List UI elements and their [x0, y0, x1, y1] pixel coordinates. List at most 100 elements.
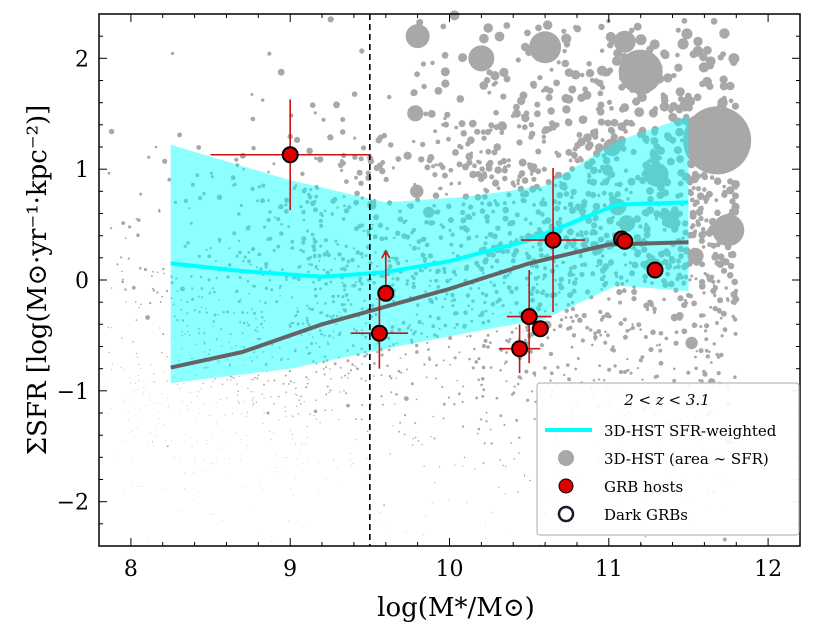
galaxy-point: [429, 254, 434, 259]
median-line: [170, 240, 689, 370]
galaxy-point: [454, 125, 459, 130]
galaxy-point: [343, 208, 350, 214]
galaxy-point: [328, 334, 331, 338]
galaxy-point: [346, 359, 350, 363]
galaxy-point: [425, 376, 428, 379]
galaxy-point: [239, 152, 246, 159]
galaxy-point: [650, 329, 656, 336]
galaxy-point: [477, 160, 482, 165]
galaxy-point: [483, 187, 488, 192]
galaxy-point: [555, 264, 559, 268]
galaxy-point: [217, 425, 218, 426]
grb-marker: [370, 324, 388, 342]
galaxy-point: [153, 381, 155, 383]
galaxy-point: [675, 27, 681, 33]
galaxy-point: [456, 95, 465, 103]
galaxy-point: [593, 150, 601, 158]
galaxy-point: [391, 166, 395, 170]
galaxy-point: [668, 112, 678, 122]
grb-host: [350, 297, 409, 369]
grb-host: [521, 168, 585, 313]
galaxy-point: [279, 294, 282, 297]
galaxy-point: [140, 367, 142, 369]
galaxy-point: [634, 107, 645, 117]
galaxy-point: [443, 402, 446, 406]
galaxy-point: [415, 343, 419, 348]
galaxy-point: [330, 378, 333, 380]
galaxy-point: [134, 382, 136, 384]
galaxy-point: [352, 327, 356, 331]
galaxy-point: [318, 345, 321, 348]
grb-host: [506, 270, 552, 364]
galaxy-point: [361, 363, 363, 365]
galaxy-point: [662, 211, 680, 229]
galaxy-point: [110, 227, 113, 230]
galaxy-point: [719, 81, 729, 91]
galaxy-point: [549, 67, 554, 72]
galaxy-point: [248, 292, 250, 295]
galaxy-point: [186, 312, 189, 315]
galaxy-point: [639, 328, 642, 331]
galaxy-point: [387, 337, 390, 340]
galaxy-point: [139, 266, 142, 270]
galaxy-point: [213, 290, 216, 294]
galaxy-point: [563, 172, 571, 181]
galaxy-point: [354, 190, 360, 197]
galaxy-point: [490, 71, 500, 81]
galaxy-point: [523, 217, 528, 222]
galaxy-point: [107, 171, 111, 175]
galaxy-point: [308, 324, 311, 327]
galaxy-point: [611, 56, 622, 66]
galaxy-point: [184, 472, 186, 473]
galaxy-point: [405, 279, 410, 283]
galaxy-point: [173, 337, 176, 339]
grb-host: [646, 261, 664, 279]
galaxy-point: [566, 302, 571, 307]
galaxy-point: [462, 193, 470, 200]
galaxy-point: [289, 488, 291, 490]
galaxy-point: [432, 415, 435, 418]
galaxy-point: [337, 252, 342, 257]
galaxy-point: [136, 218, 141, 222]
galaxy-point: [595, 264, 599, 268]
galaxy-point: [441, 172, 448, 179]
galaxy-point: [574, 367, 578, 371]
galaxy-point: [630, 148, 637, 155]
galaxy-point: [285, 416, 287, 417]
galaxy-point: [489, 128, 493, 132]
galaxy-point: [288, 383, 290, 385]
galaxy-point: [486, 201, 493, 207]
galaxy-point: [110, 327, 112, 329]
galaxy-point: [547, 107, 555, 115]
galaxy-point: [266, 217, 271, 223]
galaxy-point: [699, 53, 708, 62]
galaxy-point: [534, 400, 537, 403]
galaxy-point: [556, 60, 561, 65]
galaxy-point: [272, 248, 276, 252]
galaxy-point: [510, 180, 516, 185]
galaxy-point: [376, 265, 379, 268]
galaxy-point: [689, 197, 695, 203]
galaxy-point-large: [618, 49, 663, 94]
galaxy-point: [542, 277, 545, 281]
galaxy-point: [696, 192, 705, 200]
galaxy-point: [412, 332, 416, 336]
galaxy-point: [705, 354, 710, 359]
galaxy-point: [316, 302, 319, 304]
galaxy-point: [491, 312, 494, 315]
galaxy-point: [128, 225, 132, 229]
galaxy-point: [485, 148, 492, 155]
galaxy-point: [138, 307, 140, 309]
galaxy-point: [395, 230, 401, 236]
galaxy-point: [316, 268, 320, 271]
galaxy-point: [213, 313, 217, 317]
galaxy-point: [430, 436, 432, 438]
galaxy-point: [530, 390, 534, 393]
galaxy-point: [626, 368, 630, 372]
galaxy-point: [442, 270, 447, 275]
galaxy-point: [404, 234, 411, 240]
galaxy-point: [194, 457, 196, 458]
galaxy-point: [190, 275, 193, 278]
galaxy-point: [689, 231, 697, 239]
galaxy-point: [662, 227, 667, 232]
